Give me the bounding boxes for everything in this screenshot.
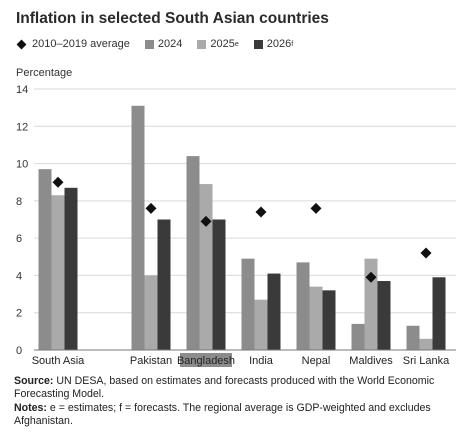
avg-marker-bangladesh	[200, 215, 212, 227]
legend-sup-2025: e	[234, 40, 239, 48]
y-axis-label: Percentage	[16, 67, 73, 79]
legend-swatch-2026	[253, 39, 263, 49]
bar-2026-sri-lanka	[432, 277, 446, 350]
category-label-bangladesh: Bangladesh	[177, 355, 235, 367]
chart-legend: 2010–2019 average 2024 2025 e 2026 f	[16, 37, 308, 51]
source-label: Source:	[14, 375, 54, 387]
legend-entry-2024: 2024	[144, 38, 183, 50]
category-label-india: India	[249, 355, 274, 367]
bar-2025-nepal	[309, 286, 323, 350]
legend-entry-2026: 2026 f	[253, 38, 294, 50]
notes: Notes: e = estimates; f = forecasts. The…	[14, 402, 456, 428]
bar-2026-bangladesh	[212, 219, 226, 350]
bar-2025-pakistan	[144, 275, 158, 350]
avg-marker-india	[255, 206, 267, 218]
category-highlight-bangladesh	[180, 353, 232, 367]
y-tick-label-8: 8	[16, 196, 22, 208]
category-label-maldives: Maldives	[349, 355, 393, 367]
bar-2024-nepal	[296, 262, 310, 350]
y-tick-label-4: 4	[16, 270, 22, 282]
avg-marker-sri-lanka	[420, 247, 432, 259]
bar-2025-sri-lanka	[419, 338, 433, 350]
bar-2024-sri-lanka	[406, 325, 420, 350]
legend-entry-2025: 2025 e	[197, 38, 239, 50]
bar-2025-south-asia	[51, 195, 65, 350]
y-tick-label-0: 0	[16, 345, 22, 357]
chart-plot: 0 2 4 6 8 10 12 14 South Asia Pakistan Bangladesh I…	[16, 84, 456, 367]
bar-2024-bangladesh	[186, 156, 200, 350]
bar-2024-pakistan	[131, 105, 145, 351]
source-text: UN DESA, based on estimates and forecast…	[14, 375, 435, 400]
avg-marker-maldives	[365, 271, 377, 283]
bar-2024-india	[241, 258, 255, 350]
legend-label-average: 2010–2019 average	[32, 38, 130, 50]
bar-2024-south-asia	[38, 169, 52, 350]
category-label-sri-lanka: Sri Lanka	[403, 355, 450, 367]
y-tick-label-2: 2	[16, 308, 22, 320]
notes-text: e = estimates; f = forecasts. The region…	[14, 402, 431, 427]
avg-marker-pakistan	[145, 202, 157, 214]
bar-2025-maldives	[364, 258, 378, 350]
avg-marker-south-asia	[52, 176, 64, 188]
category-label-pakistan: Pakistan	[130, 355, 172, 367]
category-label-south-asia: South Asia	[32, 355, 85, 367]
legend-swatch-2025	[197, 39, 207, 49]
y-tick-label-12: 12	[16, 121, 28, 133]
y-tick-label-6: 6	[16, 233, 22, 245]
y-tick-label-10: 10	[16, 159, 28, 171]
legend-entry-average: 2010–2019 average	[16, 38, 130, 50]
bar-2026-nepal	[322, 290, 336, 350]
legend-label-2026: 2026	[266, 38, 292, 50]
y-tick-label-14: 14	[16, 84, 28, 96]
legend-label-2024: 2024	[157, 38, 183, 50]
bar-2025-bangladesh	[199, 184, 213, 350]
notes-label: Notes:	[14, 402, 47, 414]
legend-swatch-2024	[144, 39, 154, 49]
category-label-nepal: Nepal	[302, 355, 331, 367]
legend-sup-2026: f	[291, 40, 294, 48]
bar-2026-pakistan	[157, 219, 171, 350]
source-note: Source: UN DESA, based on estimates and …	[14, 375, 456, 401]
bar-2026-south-asia	[64, 187, 78, 350]
chart-title: Inflation in selected South Asian countr…	[16, 10, 329, 27]
legend-label-2025: 2025	[210, 38, 235, 50]
bar-2024-maldives	[351, 323, 365, 350]
avg-marker-nepal	[310, 202, 322, 214]
bar-2026-maldives	[377, 281, 391, 350]
bar-2026-india	[267, 273, 281, 350]
bar-2025-india	[254, 299, 268, 350]
